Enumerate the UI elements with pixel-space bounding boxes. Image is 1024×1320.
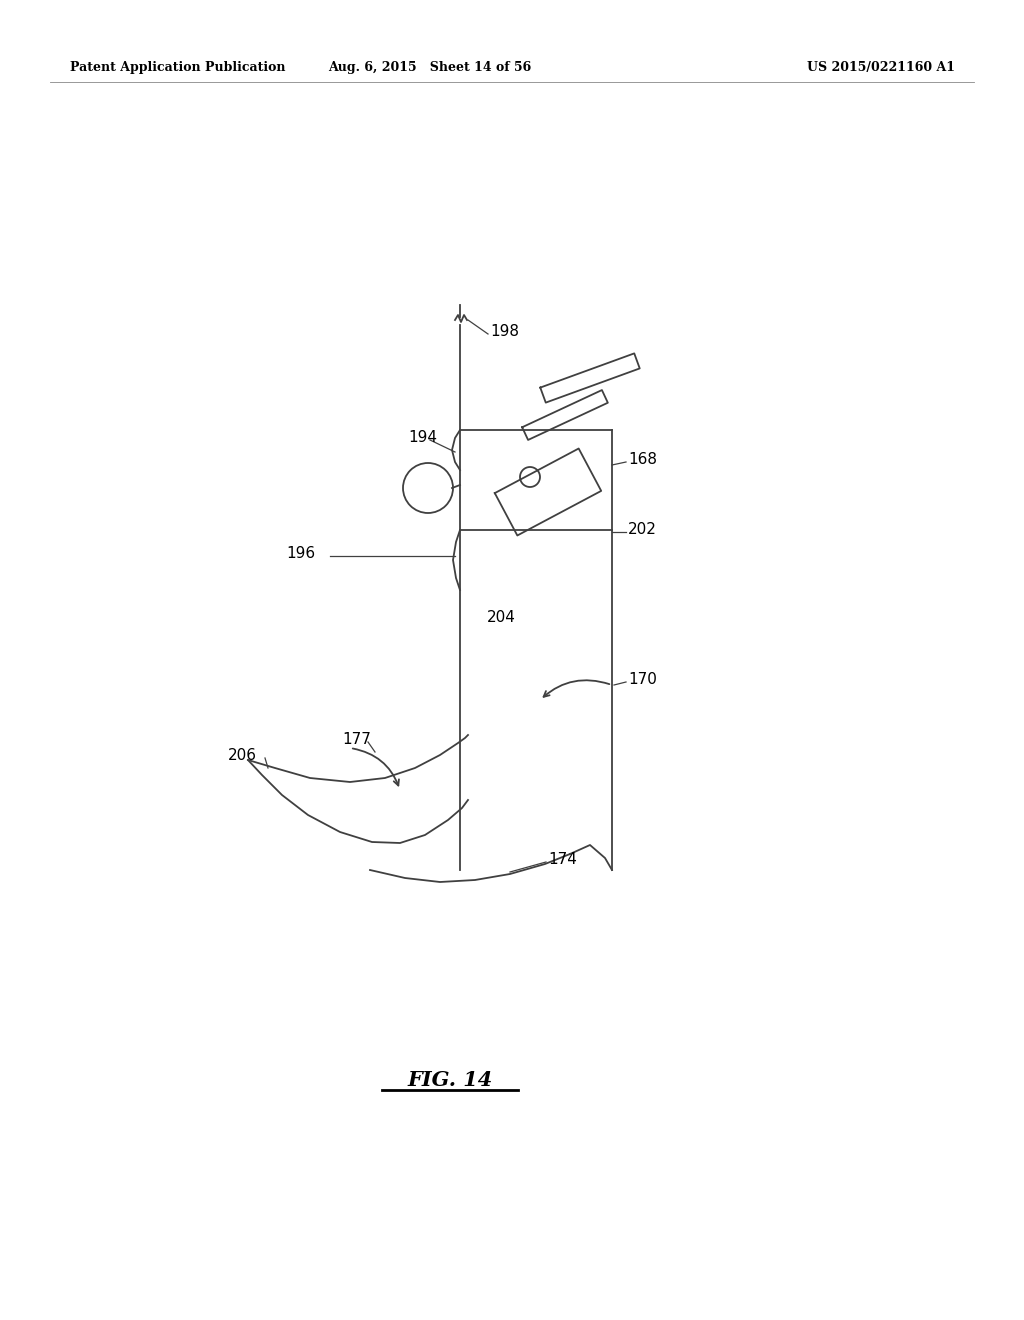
Text: 174: 174	[548, 853, 577, 867]
Text: 206: 206	[228, 747, 257, 763]
Text: 170: 170	[628, 672, 656, 688]
Text: Patent Application Publication: Patent Application Publication	[70, 62, 286, 74]
Text: 196: 196	[286, 546, 315, 561]
Text: 194: 194	[408, 430, 437, 446]
Text: Aug. 6, 2015   Sheet 14 of 56: Aug. 6, 2015 Sheet 14 of 56	[329, 62, 531, 74]
Text: 177: 177	[342, 733, 371, 747]
Text: 198: 198	[490, 325, 519, 339]
Text: 204: 204	[487, 610, 516, 626]
Text: 168: 168	[628, 453, 657, 467]
Text: FIG. 14: FIG. 14	[408, 1071, 493, 1090]
Text: US 2015/0221160 A1: US 2015/0221160 A1	[807, 62, 955, 74]
Text: 202: 202	[628, 523, 656, 537]
